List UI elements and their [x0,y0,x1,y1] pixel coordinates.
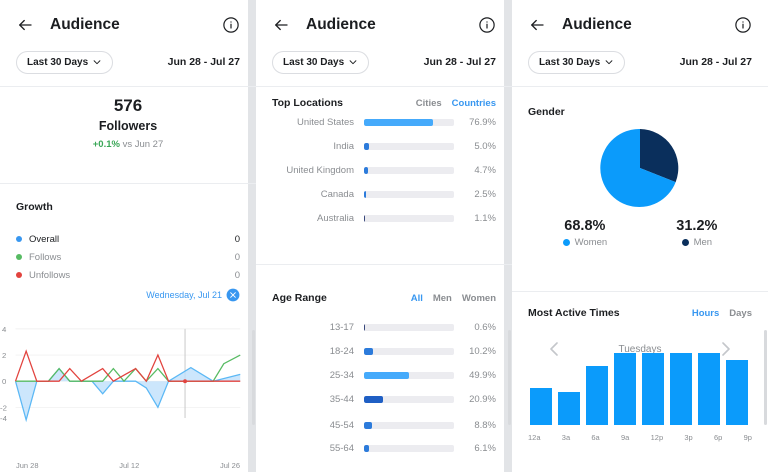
svg-text:0: 0 [2,377,6,386]
svg-text:-4: -4 [0,414,8,423]
svg-text:4: 4 [2,325,7,334]
svg-text:2: 2 [2,351,6,360]
svg-text:-2: -2 [0,403,7,412]
